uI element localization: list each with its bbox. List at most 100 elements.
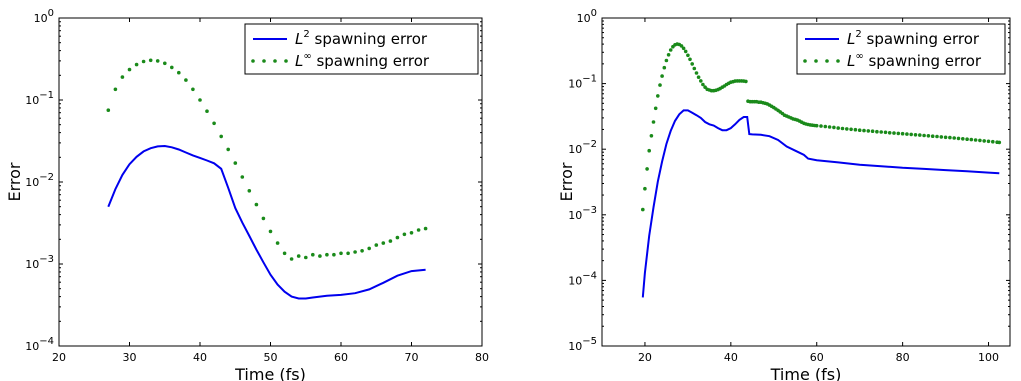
series-point [662, 65, 667, 70]
series-point [134, 62, 139, 67]
series-point [879, 130, 883, 134]
y-tick-exponent: 0 [591, 8, 597, 19]
series-point [381, 241, 386, 245]
x-tick-label: 20 [52, 351, 66, 364]
series-point [930, 134, 935, 138]
series-point [666, 53, 671, 57]
y-tick-base: 10 [568, 209, 582, 222]
series-point [926, 134, 931, 138]
series-point [853, 127, 858, 132]
series-point [688, 57, 692, 62]
series-point [840, 126, 845, 131]
series-point [254, 202, 259, 207]
series-point [956, 136, 961, 141]
series-0 [641, 109, 1000, 298]
series-point [374, 243, 379, 247]
x-tick-label: 80 [475, 351, 489, 364]
series-point [656, 94, 660, 98]
y-tick-label: 10−3 [568, 205, 597, 222]
series-point [686, 53, 690, 58]
series-0 [107, 144, 426, 300]
legend-dot-swatch [284, 59, 288, 63]
series-point [679, 44, 684, 48]
x-tick-label: 20 [638, 351, 652, 364]
series-point [367, 246, 372, 251]
y-tick-label: 10−4 [568, 270, 597, 287]
series-point [870, 129, 875, 133]
y-tick-base: 10 [25, 340, 39, 353]
series-point [402, 232, 407, 237]
legend-label-prefix: L [295, 30, 303, 48]
series-point [423, 226, 428, 231]
legend-label-exponent: 2 [855, 29, 861, 40]
series-point [643, 186, 647, 191]
y-axis-label: Error [5, 162, 24, 201]
legend-label-suffix: spawning error [310, 30, 428, 48]
series-point [318, 254, 322, 258]
x-tick-label: 30 [123, 351, 137, 364]
series-point [339, 251, 343, 256]
series-point [696, 75, 701, 79]
y-tick-exponent: −5 [582, 336, 597, 347]
series-point [268, 229, 273, 234]
x-tick-label: 70 [405, 351, 419, 364]
series-point [997, 140, 1002, 145]
y-tick-base: 10 [25, 258, 39, 271]
series-point [836, 126, 840, 130]
series-point [205, 109, 209, 113]
series-point [948, 135, 952, 140]
series-point [645, 167, 649, 171]
legend-label-suffix: spawning error [862, 30, 980, 48]
series-point [866, 129, 871, 133]
series-point [332, 252, 336, 257]
series-point [832, 125, 836, 130]
series-point [219, 134, 223, 139]
series-point [849, 127, 853, 132]
series-point [395, 235, 400, 240]
series-line [107, 144, 426, 300]
series-point [304, 255, 308, 260]
series-point [819, 124, 823, 128]
legend-label-prefix: L [847, 30, 855, 48]
legend-label-suffix: spawning error [312, 52, 430, 70]
legend-dot-swatch [836, 59, 840, 63]
y-tick-base: 10 [34, 12, 48, 25]
legend-label-exponent: ∞ [855, 51, 863, 62]
series-point [744, 79, 748, 84]
series-point [660, 74, 664, 78]
series-point [247, 189, 252, 193]
series-point [651, 120, 656, 124]
series-point [184, 78, 188, 82]
series-point [275, 241, 280, 245]
series-point [900, 131, 905, 136]
y-tick-label: 10−3 [25, 254, 54, 271]
series-point [127, 67, 132, 72]
series-point [913, 133, 918, 137]
series-point [935, 134, 939, 139]
x-tick-label: 60 [334, 351, 348, 364]
y-tick-exponent: −2 [582, 139, 597, 150]
legend-dot-swatch [251, 59, 255, 63]
series-point [823, 124, 828, 129]
y-tick-exponent: −3 [582, 205, 597, 216]
series-point [106, 108, 111, 112]
x-axis-label: Time (fs) [234, 365, 306, 381]
series-point [416, 228, 421, 232]
series-point [875, 129, 879, 134]
series-point [261, 216, 266, 221]
series-point [857, 128, 862, 132]
series-point [883, 130, 888, 135]
series-point [952, 136, 956, 140]
series-point [961, 137, 965, 141]
series-point [155, 59, 160, 63]
series-line [641, 109, 1000, 298]
series-point [240, 175, 245, 179]
legend-label: L2 spawning error [847, 29, 980, 48]
y-tick-exponent: −4 [39, 336, 54, 347]
series-point [653, 106, 658, 111]
y-axis-label: Error [557, 162, 576, 201]
y-tick-exponent: −4 [582, 270, 597, 281]
